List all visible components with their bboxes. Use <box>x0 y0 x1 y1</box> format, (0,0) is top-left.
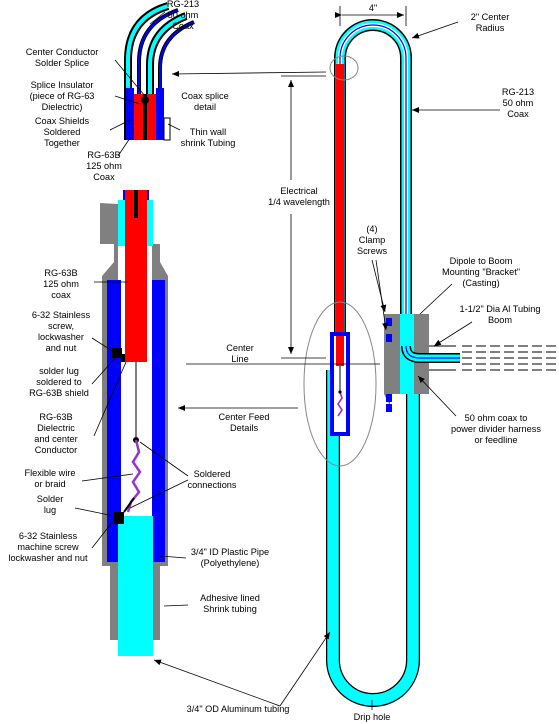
coax-splice-detail: RG-213 50 ohm Coax Center Conductor Sold… <box>26 0 236 182</box>
machine-screw-label: machine screw <box>17 542 79 552</box>
rg213-right-label: 50 ohm <box>503 98 534 108</box>
coax-shields-label: Together <box>44 138 80 148</box>
rg63b-left-label: coax <box>51 290 71 300</box>
solder-lug-shield-label: RG-63B shield <box>29 388 89 398</box>
center-radius-label: Radius <box>476 23 505 33</box>
solder-lug-label: Solder <box>37 494 64 504</box>
splice-insulator-label: Dielectric) <box>42 102 83 112</box>
rg63b-top-label: RG-63B <box>87 150 120 160</box>
splice-insulator-label: (piece of RG-63 <box>30 91 95 101</box>
thin-wall-label: Thin wall <box>190 127 226 137</box>
rg63b-top-label: Coax <box>93 172 115 182</box>
machine-screw-label: 6-32 Stainless <box>19 531 78 541</box>
dielectric-label: RG-63B <box>39 412 72 422</box>
flex-wire-label: Flexible wire <box>24 468 75 478</box>
shrink-label: Adhesive lined <box>200 593 260 603</box>
dielectric-label: and center <box>34 434 77 444</box>
plastic-pipe-label: 3/4" ID Plastic Pipe <box>191 547 269 557</box>
thin-wall-label: shrink Tubing <box>181 138 236 148</box>
screw-label: 6-32 Stainless <box>32 310 91 320</box>
dielectric-label: Conductor <box>35 445 77 455</box>
dielectric-label: Dielectric <box>37 423 75 433</box>
center-radius-label: 2" Center <box>471 12 510 22</box>
center-conductor-label: Solder Splice <box>35 58 89 68</box>
coax-splice-detail-label: Coax splice <box>181 91 229 101</box>
dimension-width-label: 4" <box>369 3 377 13</box>
screw-label: lockwasher <box>38 332 84 342</box>
screw-label: and nut <box>46 343 77 353</box>
screw-label: screw, <box>48 321 74 331</box>
electrical-label: 1/4 wavelength <box>268 197 330 207</box>
coax-feedline-label: or feedline <box>475 435 518 445</box>
center-line-label: Center <box>226 343 254 353</box>
machine-screw-label: lockwasher and nut <box>8 553 88 563</box>
rg213-right-label: Coax <box>507 109 529 119</box>
soldered-connections-label: Soldered <box>194 469 231 479</box>
rg213-right-label: RG-213 <box>502 87 534 97</box>
plastic-pipe-label: (Polyethylene) <box>201 558 260 568</box>
center-line-label: Line <box>231 354 248 364</box>
clamp-screws-label: Screws <box>357 246 388 256</box>
dipole-bracket-label: Dipole to Boom <box>450 256 513 266</box>
drip-hole-label: Drip hole <box>354 712 391 722</box>
coax-feedline-label: power divider harness <box>451 424 541 434</box>
center-feed-details-label: Center Feed <box>218 412 269 422</box>
clamp-screws-label: Clamp <box>359 235 386 245</box>
coax-shields-label: Soldered <box>44 127 81 137</box>
center-conductor-label: Center Conductor <box>26 47 99 57</box>
center-feed-details-label: Details <box>230 423 258 433</box>
rg63b-top-label: 125 ohm <box>86 161 122 171</box>
solder-lug-shield-label: solder lug <box>39 366 79 376</box>
rg63b-left-label: RG-63B <box>44 268 77 278</box>
aluminum-tubing-label: 3/4" OD Aluminum tubing <box>187 704 290 714</box>
electrical-label: Electrical <box>280 186 317 196</box>
boom-label: 1-1/2" Dia Al Tubing <box>460 304 541 314</box>
splice-insulator-label: Splice Insulator <box>31 80 94 90</box>
shrink-label: Shrink tubing <box>203 604 257 614</box>
rg213-top-label: 50 ohm <box>168 10 199 20</box>
solder-lug-label: lug <box>44 505 56 515</box>
boom-label: Boom <box>488 315 512 325</box>
dipole-bracket-label: (Casting) <box>462 278 499 288</box>
clamp-screws-label: (4) <box>366 224 377 234</box>
rg63b-left-label: 125 ohm <box>43 279 79 289</box>
rg213-top-label: RG-213 <box>167 0 199 9</box>
soldered-connections-label: connections <box>187 480 236 490</box>
rg213-top-label: Coax <box>172 21 194 31</box>
flex-wire-label: or braid <box>34 479 65 489</box>
coax-shields-label: Coax Shields <box>35 116 90 126</box>
center-feed-detail: RG-63B 125 ohm coax 6-32 Stainless screw… <box>8 190 269 656</box>
dipole-element: 4" Electrical 1/4 wavelength Center Line… <box>153 3 556 722</box>
dipole-bracket-label: Mounting "Bracket" <box>442 267 520 277</box>
coax-feedline-label: 50 ohm coax to <box>465 413 528 423</box>
coax-splice-detail-label: detail <box>194 102 216 112</box>
solder-lug-shield-label: soldered to <box>36 377 81 387</box>
